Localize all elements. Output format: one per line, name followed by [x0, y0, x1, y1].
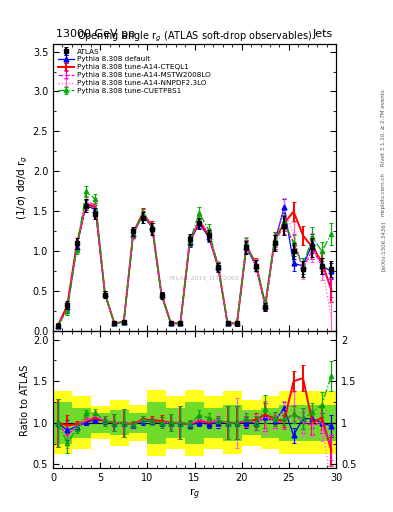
Text: ATLAS_2019_I1772062: ATLAS_2019_I1772062	[169, 275, 240, 281]
Text: Rivet 3.1.10, ≥ 2.7M events: Rivet 3.1.10, ≥ 2.7M events	[381, 90, 386, 166]
Y-axis label: Ratio to ATLAS: Ratio to ATLAS	[20, 364, 30, 436]
Text: [arXiv:1306.3436]: [arXiv:1306.3436]	[381, 221, 386, 271]
Y-axis label: (1/σ) dσ/d r$_g$: (1/σ) dσ/d r$_g$	[15, 155, 30, 220]
Text: 13000 GeV pp: 13000 GeV pp	[56, 29, 135, 39]
Text: Jets: Jets	[313, 29, 333, 39]
Legend: ATLAS, Pythia 8.308 default, Pythia 8.308 tune-A14-CTEQL1, Pythia 8.308 tune-A14: ATLAS, Pythia 8.308 default, Pythia 8.30…	[57, 47, 212, 95]
X-axis label: r$_g$: r$_g$	[189, 486, 200, 502]
Text: mcplots.cern.ch: mcplots.cern.ch	[381, 173, 386, 217]
Title: Opening angle r$_g$ (ATLAS soft-drop observables): Opening angle r$_g$ (ATLAS soft-drop obs…	[77, 29, 312, 44]
